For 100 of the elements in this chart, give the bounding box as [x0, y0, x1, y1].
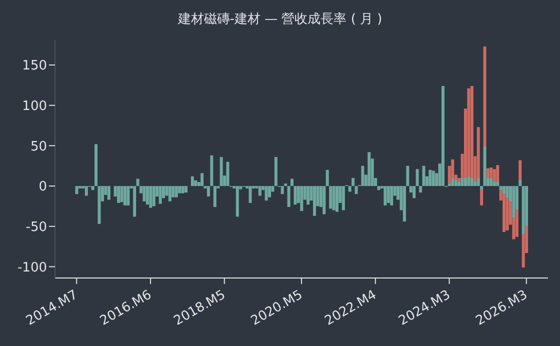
- bar: [419, 186, 422, 192]
- bar: [470, 178, 474, 186]
- bar: [184, 186, 188, 192]
- bar: [322, 186, 326, 214]
- bar: [512, 186, 516, 218]
- bar: [486, 168, 490, 178]
- bar: [117, 186, 120, 203]
- bar: [126, 186, 130, 206]
- bar: [492, 182, 496, 186]
- bar: [133, 186, 136, 217]
- bar: [490, 178, 493, 186]
- bar: [274, 156, 278, 186]
- y-tick-label: -100: [17, 260, 47, 276]
- y-tick-label: 0: [38, 180, 47, 195]
- bar: [280, 186, 284, 194]
- bar: [264, 186, 268, 201]
- bar: [332, 186, 336, 210]
- bar: [98, 186, 101, 224]
- bar: [348, 186, 352, 192]
- bar: [442, 86, 445, 186]
- bar: [152, 186, 156, 206]
- bar: [190, 176, 194, 186]
- chart-title: 建材磁磚-建材 — 營收成長率 ( 月 ): [176, 11, 384, 28]
- bar: [506, 198, 509, 230]
- bar: [178, 186, 182, 194]
- bar: [284, 184, 288, 186]
- bar: [123, 186, 126, 206]
- bar: [377, 186, 380, 190]
- bar: [384, 186, 387, 206]
- bar: [342, 186, 345, 210]
- bar: [300, 186, 304, 212]
- bar: [476, 178, 480, 186]
- bar: [480, 186, 484, 190]
- y-tick-label: -50: [26, 220, 47, 235]
- bar: [496, 165, 500, 182]
- bar: [258, 186, 262, 196]
- bar: [91, 186, 94, 190]
- bar: [149, 186, 152, 208]
- bar: [416, 169, 419, 186]
- bar: [386, 186, 390, 203]
- bar: [476, 127, 480, 178]
- bar: [168, 186, 172, 202]
- bar: [502, 194, 506, 232]
- bar: [181, 186, 184, 194]
- bar: [294, 186, 297, 205]
- bar: [84, 186, 88, 196]
- bar: [502, 186, 506, 194]
- bar: [483, 146, 486, 186]
- bar: [94, 144, 98, 186]
- bar: [226, 162, 230, 186]
- bar: [361, 166, 364, 186]
- bar: [458, 178, 461, 182]
- bar: [220, 156, 223, 186]
- bar: [194, 180, 198, 186]
- bar: [406, 166, 410, 186]
- bar: [142, 186, 146, 202]
- bar: [287, 186, 290, 208]
- bar: [422, 166, 426, 186]
- bar: [428, 170, 432, 186]
- bar: [335, 186, 338, 212]
- bar: [506, 186, 509, 198]
- bar: [432, 170, 435, 186]
- bar: [158, 186, 162, 204]
- bar: [518, 180, 522, 186]
- bar: [492, 169, 496, 182]
- bar: [313, 186, 316, 216]
- bar: [368, 152, 371, 186]
- bar: [306, 186, 310, 205]
- bar: [174, 186, 178, 198]
- bar: [200, 173, 204, 186]
- bar: [522, 186, 525, 234]
- bar: [268, 186, 272, 198]
- bar: [213, 186, 216, 208]
- bar: [499, 186, 502, 190]
- bar: [354, 186, 358, 194]
- bar: [480, 190, 484, 206]
- bar: [352, 178, 355, 186]
- bar: [206, 186, 210, 197]
- bar: [75, 186, 78, 194]
- bar: [248, 186, 252, 203]
- bar: [467, 176, 470, 186]
- bar: [454, 180, 458, 186]
- bar: [402, 186, 406, 222]
- bar: [290, 178, 294, 186]
- bar: [120, 186, 124, 202]
- bar: [515, 210, 518, 237]
- bar: [496, 182, 500, 186]
- bar: [329, 186, 332, 209]
- bar: [326, 170, 329, 186]
- bar: [390, 186, 394, 206]
- bar: [412, 186, 416, 198]
- bar: [460, 178, 464, 186]
- bar: [458, 182, 461, 186]
- bar: [464, 178, 467, 186]
- bar: [467, 88, 470, 176]
- bar: [136, 178, 140, 186]
- y-tick-label: 50: [30, 139, 47, 154]
- bar: [172, 186, 175, 198]
- bar: [518, 160, 522, 180]
- bar: [470, 86, 474, 178]
